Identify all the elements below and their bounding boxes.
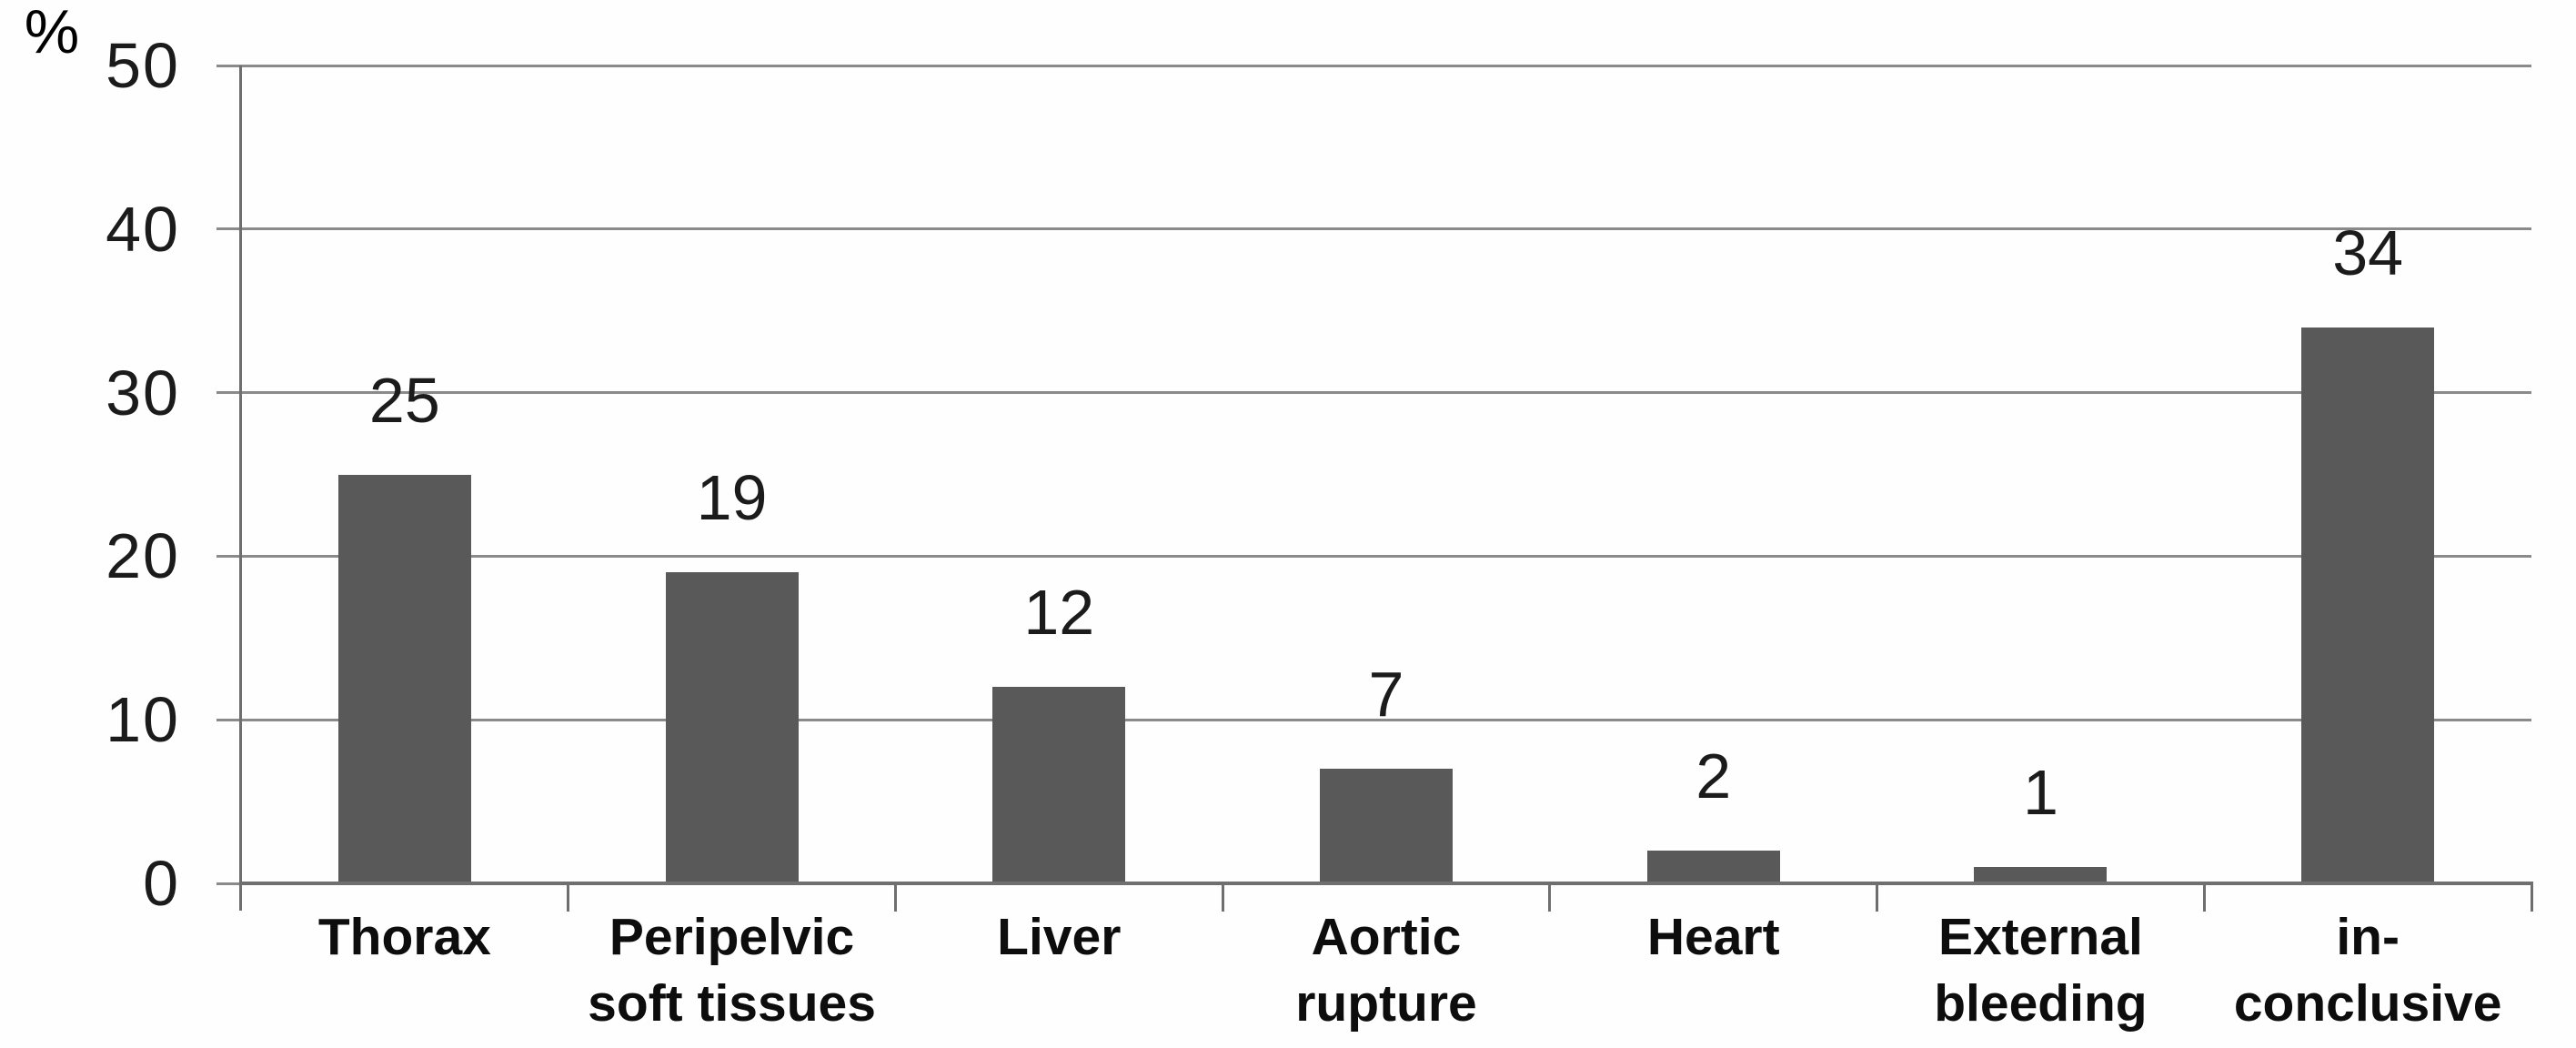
y-tick-label: 30: [106, 357, 180, 428]
y-tick-label: 20: [106, 520, 180, 592]
category-tick: [1876, 883, 1879, 912]
bar-value-label: 7: [1368, 659, 1404, 731]
category-label-line: bleeding: [1934, 974, 2148, 1033]
x-axis-line: [239, 882, 2533, 885]
bar-value-label: 34: [2332, 217, 2404, 288]
category-tick: [893, 883, 897, 912]
category-label-line: rupture: [1295, 974, 1477, 1033]
category-label: in-conclusive: [2204, 904, 2531, 1037]
category-label-line: Heart: [1646, 908, 1780, 966]
y-tick-label: 0: [143, 848, 180, 919]
category-label-line: Peripelvic: [609, 908, 855, 966]
category-tick: [2202, 883, 2206, 912]
gridline: [216, 391, 2531, 395]
category-tick: [567, 883, 570, 912]
gridline: [216, 718, 2531, 721]
bar-value-label: 25: [368, 364, 440, 436]
bar-value-label: 12: [1023, 577, 1095, 649]
category-label-line: Aortic: [1311, 908, 1462, 966]
category-label-line: in-: [2336, 908, 2400, 966]
category-label-line: External: [1937, 908, 2143, 966]
category-label-line: conclusive: [2233, 974, 2502, 1033]
category-label: Aortic rupture: [1223, 904, 1550, 1037]
bar-in-conclusive: [2301, 327, 2435, 883]
y-tick-label: 50: [106, 30, 180, 101]
gridline: [216, 64, 2531, 67]
bar-aortic-rupture: [1320, 769, 1453, 883]
y-axis-line: [239, 66, 242, 911]
category-tick: [2530, 883, 2533, 912]
bar-value-label: 19: [696, 462, 768, 534]
category-label: Heart: [1550, 904, 1877, 971]
y-tick-label: 10: [106, 684, 180, 756]
bar-peripelvic-soft-tissues: [665, 572, 799, 883]
bar-thorax: [337, 474, 471, 883]
bar-value-label: 2: [1696, 741, 1732, 812]
gridline: [216, 554, 2531, 558]
bar-liver: [992, 687, 1126, 883]
bar-heart: [1646, 851, 1780, 883]
bar-external-bleeding: [1974, 867, 2108, 883]
category-label: External bleeding: [1877, 904, 2205, 1037]
category-label-line: Liver: [997, 908, 1122, 966]
y-tick-label: 40: [106, 193, 180, 265]
category-label-line: soft tissues: [588, 974, 876, 1033]
y-axis-unit-label: %: [24, 0, 80, 66]
category-label: Liver: [895, 904, 1223, 971]
category-label: Peripelvic soft tissues: [569, 904, 896, 1037]
category-tick: [1548, 883, 1552, 912]
category-label-line: Thorax: [317, 908, 491, 966]
bar-value-label: 1: [2022, 757, 2058, 829]
category-label: Thorax: [241, 904, 569, 971]
gridline: [216, 227, 2531, 231]
category-tick: [1221, 883, 1224, 912]
